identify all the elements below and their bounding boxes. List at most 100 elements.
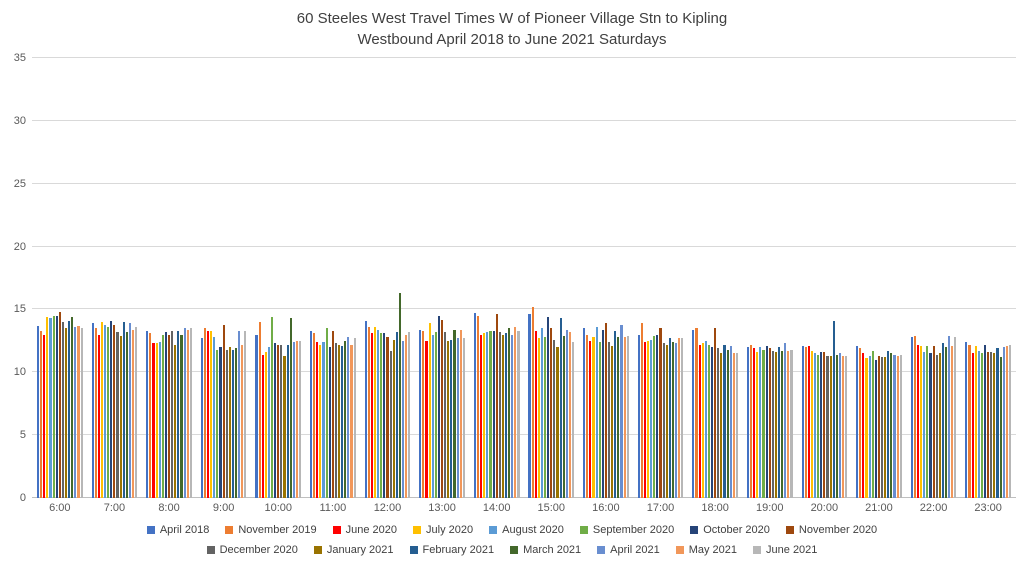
bar — [617, 337, 620, 498]
bar — [167, 334, 171, 498]
grid-line — [32, 308, 1016, 310]
bar — [295, 340, 298, 498]
bar — [531, 306, 534, 498]
bar — [353, 338, 356, 498]
bar — [350, 344, 353, 498]
bar — [614, 330, 617, 498]
bar — [954, 337, 957, 498]
bar — [913, 335, 916, 498]
bar — [671, 342, 674, 498]
legend-item: June 2020 — [332, 524, 397, 536]
bar — [155, 343, 158, 498]
bar — [258, 322, 261, 498]
legend-item: April 2018 — [146, 524, 209, 536]
legend-swatch — [206, 546, 215, 554]
bar — [692, 329, 695, 498]
bar — [241, 344, 244, 498]
legend-swatch — [597, 546, 606, 554]
bar — [778, 347, 781, 498]
bar — [841, 355, 845, 498]
y-axis-label: 20 — [13, 240, 26, 253]
bar — [58, 311, 61, 498]
bar — [732, 353, 735, 498]
legend-label: June 2021 — [766, 544, 818, 556]
x-axis-label: 19:00 — [755, 502, 784, 514]
bar — [874, 359, 877, 498]
bar — [277, 344, 280, 498]
bar — [659, 328, 662, 498]
bar — [695, 328, 698, 498]
bar — [373, 327, 377, 498]
bar — [838, 353, 841, 498]
x-axis-label: 20:00 — [810, 502, 839, 514]
bar — [968, 344, 971, 498]
bar — [174, 344, 177, 498]
bar — [316, 342, 319, 498]
x-axis-label: 17:00 — [646, 502, 675, 514]
bar — [91, 323, 94, 498]
bar — [313, 333, 316, 498]
x-axis-label: 12:00 — [373, 502, 402, 514]
legend-item: March 2021 — [510, 544, 581, 556]
bar — [46, 316, 49, 498]
bar — [887, 350, 890, 498]
bar — [177, 330, 180, 498]
bar — [431, 334, 434, 498]
bar — [270, 316, 274, 498]
x-axis-label: 13:00 — [428, 502, 456, 514]
bar — [678, 338, 681, 498]
bar — [993, 353, 996, 498]
x-axis: 6:00 7:00 8:00 9:00 10:00 11:00 12:00 13:00 14:0… — [32, 502, 1016, 514]
bar — [534, 330, 537, 498]
bar — [405, 334, 408, 498]
legend-item: September 2020 — [579, 524, 675, 536]
bar — [171, 330, 174, 498]
bar — [495, 314, 498, 498]
bar — [504, 333, 508, 498]
bar — [944, 347, 948, 498]
bar — [550, 328, 553, 498]
bar — [364, 320, 367, 498]
bar — [392, 339, 395, 498]
bar — [877, 355, 880, 498]
bar — [771, 350, 774, 498]
chart-title-line2: Westbound April 2018 to June 2021 Saturd… — [357, 31, 667, 48]
bar — [765, 345, 768, 498]
bar — [829, 355, 832, 498]
legend-label: July 2020 — [426, 524, 474, 536]
legend-item: August 2020 — [489, 524, 564, 536]
y-axis-label: 15 — [13, 303, 26, 316]
bar — [759, 347, 762, 498]
bar — [286, 344, 289, 498]
bar — [152, 343, 155, 498]
bar — [261, 354, 264, 498]
legend-swatch — [510, 546, 519, 554]
bar — [826, 355, 829, 498]
bar — [441, 319, 444, 498]
legend-label: September 2020 — [592, 524, 675, 536]
bar-group — [910, 58, 957, 498]
bar — [298, 340, 302, 498]
bar — [322, 342, 325, 498]
bar — [434, 332, 437, 498]
bar — [656, 334, 659, 498]
bar — [607, 342, 611, 498]
legend-label: February 2021 — [422, 544, 495, 556]
bar-group — [146, 58, 192, 498]
bar — [367, 327, 370, 498]
bar — [180, 334, 183, 498]
bar — [408, 332, 411, 498]
legend-item: April 2021 — [597, 544, 660, 556]
legend-swatch — [579, 526, 588, 534]
bar — [929, 353, 932, 498]
bar — [553, 339, 556, 498]
bar-group — [200, 58, 247, 498]
bar — [999, 357, 1002, 498]
bar — [572, 342, 575, 498]
bar — [813, 353, 817, 498]
bar — [74, 327, 77, 498]
bar — [331, 330, 334, 498]
bar — [325, 328, 328, 498]
bar — [707, 344, 710, 498]
